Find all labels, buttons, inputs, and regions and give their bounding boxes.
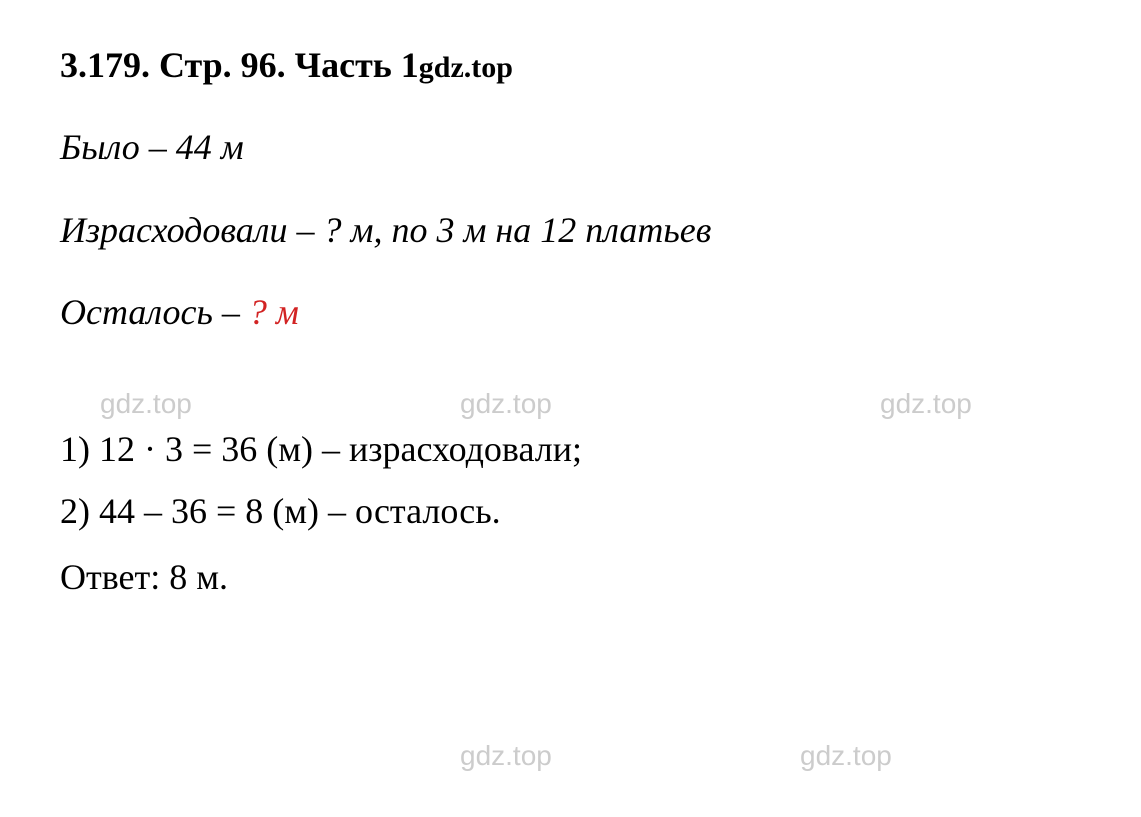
problem-line-1: Было – 44 м	[60, 122, 1081, 172]
problem-line3-prefix: Осталось –	[60, 292, 249, 332]
problem-line2-question: ? м	[323, 210, 373, 250]
watermark-3: gdz.top	[880, 388, 972, 420]
problem-line3-question: ? м	[249, 292, 299, 332]
problem-line1-prefix: Было –	[60, 127, 176, 167]
problem-line1-value: 44 м	[176, 127, 244, 167]
problem-line-3: Осталось – ? м	[60, 287, 1081, 337]
solution-step-1: 1) 12 · 3 = 36 (м) – израсходовали;	[60, 428, 1081, 470]
problem-line-2: Израсходовали – ? м, по 3 м на 12 платье…	[60, 205, 1081, 255]
solution-step-2: 2) 44 – 36 = 8 (м) – осталось.	[60, 490, 1081, 532]
watermark-1: gdz.top	[100, 388, 192, 420]
watermark-2: gdz.top	[460, 388, 552, 420]
answer-line: Ответ: 8 м.	[60, 556, 1081, 598]
problem-line2-suffix: , по 3 м на 12 платьев	[373, 210, 711, 250]
heading-line: 3.179. Стр. 96. Часть 1gdz.top	[60, 40, 1081, 90]
problem-line2-prefix: Израсходовали –	[60, 210, 323, 250]
heading-trail: gdz.top	[419, 51, 513, 84]
watermark-4: gdz.top	[460, 740, 552, 772]
heading-main: 3.179. Стр. 96. Часть 1	[60, 45, 419, 85]
watermark-5: gdz.top	[800, 740, 892, 772]
solution-block: 1) 12 · 3 = 36 (м) – израсходовали; 2) 4…	[60, 428, 1081, 598]
